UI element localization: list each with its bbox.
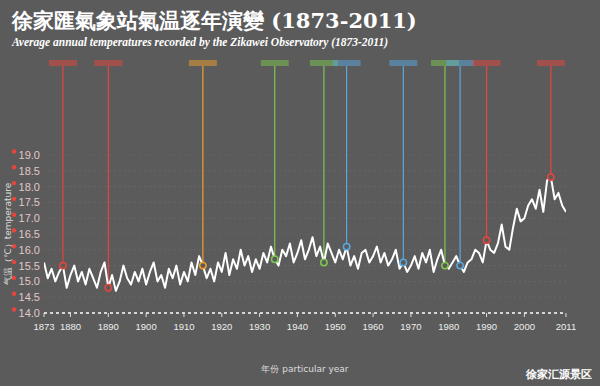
event-line [108,66,109,288]
event-box [189,60,217,66]
y-tick-label: 14.0 [19,307,40,319]
chart: 徐家匯氣象站氣温逐年演變 (1873-2011) Average annual t… [0,0,600,386]
x-tick-label: 1900 [136,321,157,332]
event-line [62,66,63,266]
x-tick [297,313,298,317]
x-tick [524,313,525,317]
grid-line [44,234,566,235]
watermark: 徐家汇源景区 [525,368,592,381]
x-tick-label: 1970 [400,321,421,332]
background [0,0,600,386]
event-box [49,60,77,66]
y-tick-label: 16.0 [19,244,40,256]
x-tick [335,313,336,317]
x-tick [146,313,147,317]
grid-line [44,186,566,187]
grid-line [44,297,566,298]
event-point [272,256,278,262]
event-point [200,262,206,268]
x-tick [373,313,374,317]
tick-dot [12,165,16,169]
grid-line [44,202,566,203]
grid-line [44,281,566,282]
y-tick-label: 19.0 [19,149,40,161]
event-line [486,66,487,240]
x-tick-label: 1910 [173,321,194,332]
y-tick-label: 14.5 [19,291,40,303]
y-tick-label: 15.5 [19,260,40,272]
x-tick [486,313,487,317]
x-tick-label: 1930 [249,321,270,332]
grid-line [44,170,566,171]
event-point [105,285,111,291]
y-tick-label: 18.0 [19,181,40,193]
x-tick [221,313,222,317]
event-point [457,262,463,268]
event-box [94,60,122,66]
event-point [548,174,554,180]
event-point [321,259,327,265]
event-box [261,60,289,66]
x-axis-title: 年份 particular year [261,364,348,374]
grid-line [44,155,566,156]
x-tick [108,313,109,317]
grid-line [44,249,566,250]
event-box [473,60,501,66]
x-tick-label: 2000 [514,321,535,332]
x-tick-label: 1940 [287,321,308,332]
grid-line [44,312,566,314]
x-tick-label: 1990 [476,321,497,332]
x-tick [410,313,411,317]
x-tick-label: 2011 [556,321,576,332]
event-point [483,237,489,243]
event-line [459,66,460,266]
x-tick [44,313,45,317]
y-tick-label: 17.0 [19,212,40,224]
event-point [400,259,406,265]
x-tick [566,313,567,317]
x-tick-label: 1873 [33,321,54,332]
x-tick-label: 1950 [325,321,346,332]
y-tick-label: 15.0 [19,275,40,287]
temperature-line [44,177,566,291]
title: 徐家匯氣象站氣温逐年演變 (1873-2011) [11,8,417,33]
x-tick-label: 1920 [211,321,232,332]
x-tick-label: 1960 [363,321,384,332]
tick-dot [12,292,16,296]
grid-line [44,218,566,219]
tick-dot [12,149,16,153]
event-box [537,60,565,66]
event-line [550,66,551,177]
event-box [333,60,361,66]
x-tick-label: 1880 [60,321,81,332]
y-tick-label: 18.5 [19,165,40,177]
y-tick-label: 16.5 [19,228,40,240]
y-tick-label: 17.5 [19,196,40,208]
x-tick [70,313,71,317]
x-tick [259,313,260,317]
event-box [389,60,417,66]
event-point [442,262,448,268]
x-tick-label: 1980 [438,321,459,332]
event-line [444,66,445,266]
event-line [403,66,404,262]
event-line [202,66,203,266]
tick-dot [12,307,16,311]
event-box [446,60,474,66]
plot [44,174,566,291]
event-line [323,66,324,262]
event-point [60,262,66,268]
event-line [346,66,347,247]
x-tick [448,313,449,317]
y-axis-title: 气温（℃）temperature [3,182,13,285]
x-tick [183,313,184,317]
grid-line [44,265,566,266]
event-line [274,66,275,259]
event-point [343,243,349,249]
x-tick-label: 1890 [98,321,119,332]
subtitle: Average annual temperatures recorded by … [11,36,388,49]
